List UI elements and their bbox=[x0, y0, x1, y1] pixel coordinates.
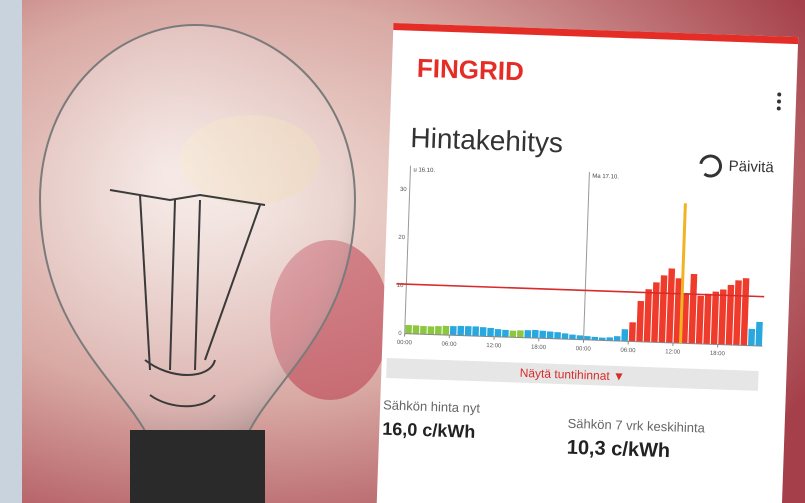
bar bbox=[435, 326, 442, 335]
phone-screen: FINGRID Hintakehitys Päivitä Näytä tunti… bbox=[376, 23, 798, 503]
y-tick-label: 30 bbox=[400, 187, 408, 193]
bar bbox=[614, 336, 621, 341]
refresh-button[interactable]: Päivitä bbox=[728, 158, 774, 177]
bar bbox=[621, 329, 628, 341]
bar bbox=[629, 322, 636, 341]
bar bbox=[532, 330, 539, 338]
x-tick-label: 12:00 bbox=[665, 349, 681, 356]
bar bbox=[487, 328, 494, 337]
bar bbox=[450, 326, 457, 335]
x-tick-label: 18:00 bbox=[710, 351, 726, 358]
day-marker-label: Ma 17.10. bbox=[592, 174, 619, 181]
bar bbox=[495, 329, 502, 337]
bar bbox=[413, 325, 420, 334]
bar bbox=[420, 326, 427, 334]
brand: FINGRID bbox=[416, 53, 524, 87]
x-tick-label: 18:00 bbox=[531, 345, 547, 352]
bar bbox=[517, 330, 524, 337]
bar bbox=[554, 332, 561, 339]
bar bbox=[405, 325, 412, 334]
average-value: 10,3 c/kWh bbox=[566, 437, 670, 463]
bar bbox=[510, 331, 517, 338]
x-tick-label: 06:00 bbox=[620, 348, 636, 355]
x-tick-label: 00:00 bbox=[397, 340, 413, 347]
bar bbox=[457, 326, 464, 336]
bar bbox=[472, 326, 479, 336]
day-marker-label: u 16.10. bbox=[413, 167, 435, 174]
bar bbox=[755, 322, 762, 346]
left-strip bbox=[0, 0, 22, 503]
chart-title: Hintakehitys bbox=[410, 122, 564, 158]
bar bbox=[428, 326, 435, 334]
bar bbox=[569, 335, 576, 340]
price-now: 16,0 c/kWh bbox=[382, 419, 476, 442]
x-tick-label: 12:00 bbox=[486, 343, 502, 350]
bar bbox=[547, 331, 554, 338]
photo: FINGRID Hintakehitys Päivitä Näytä tunti… bbox=[0, 0, 805, 503]
bar bbox=[442, 326, 449, 335]
page: FINGRID Hintakehitys Päivitä Näytä tunti… bbox=[0, 0, 805, 503]
bar bbox=[480, 327, 487, 336]
y-tick-label: 20 bbox=[398, 235, 406, 241]
bulb-base bbox=[130, 430, 265, 503]
bar bbox=[524, 330, 531, 338]
bar bbox=[562, 333, 569, 339]
bar bbox=[539, 331, 546, 339]
bar bbox=[748, 329, 755, 346]
menu[interactable] bbox=[777, 92, 782, 110]
x-tick-label: 00:00 bbox=[576, 346, 592, 353]
bar bbox=[465, 326, 472, 336]
x-tick-label: 06:00 bbox=[441, 341, 457, 348]
bar bbox=[502, 330, 509, 337]
